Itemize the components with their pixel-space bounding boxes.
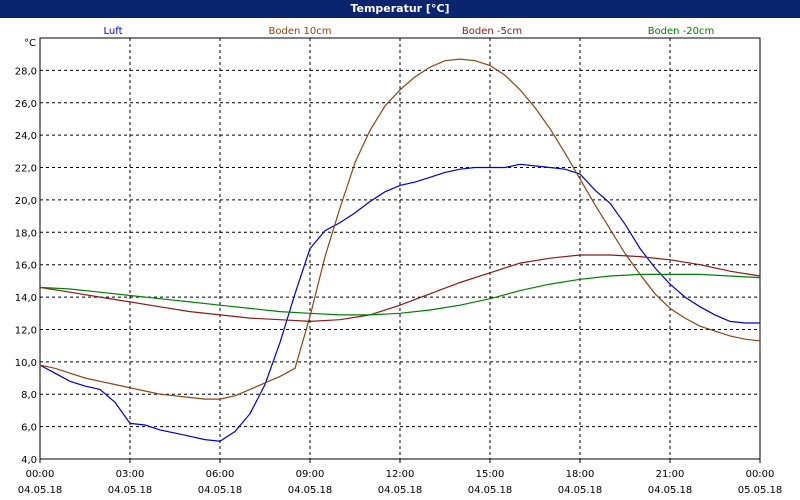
x-tick-date: 04.05.18 xyxy=(108,485,153,496)
legend-entry: Boden -20cm xyxy=(648,26,715,37)
grid-lines xyxy=(40,38,760,460)
y-tick-label: 18,0 xyxy=(15,228,37,239)
x-axis: 00:00 04.05.18 03:00 04.05.18 06:00 04.05.18 0… xyxy=(18,459,783,496)
y-tick-label: 12,0 xyxy=(15,325,37,336)
x-tick-time: 12:00 xyxy=(386,469,415,480)
x-tick-time: 00:00 xyxy=(746,469,775,480)
y-tick-label: 10,0 xyxy=(15,358,37,369)
y-tick-label: 28,0 xyxy=(15,66,37,77)
legend-entry: Luft xyxy=(104,26,123,37)
x-tick-date: 04.05.18 xyxy=(648,485,693,496)
x-tick-date: 04.05.18 xyxy=(288,485,333,496)
series-line-3 xyxy=(39,254,761,323)
x-tick-date: 04.05.18 xyxy=(468,485,513,496)
x-tick-date: 04.05.18 xyxy=(198,485,243,496)
y-axis: 28,0 26,0 24,0 22,0 20,0 18,0 16,0 14,0 12,0 10,0… xyxy=(15,66,37,466)
y-tick-label: 4,0 xyxy=(21,455,37,466)
x-tick-date: 04.05.18 xyxy=(558,485,603,496)
x-tick-date: 04.05.18 xyxy=(378,485,423,496)
series-line-1 xyxy=(39,163,760,442)
y-tick-label: 14,0 xyxy=(15,293,37,304)
y-tick-label: 26,0 xyxy=(15,99,37,110)
y-tick-label: 24,0 xyxy=(15,131,37,142)
y-tick-label: 6,0 xyxy=(21,423,37,434)
x-tick-time: 03:00 xyxy=(116,469,145,480)
x-tick-time: 18:00 xyxy=(566,469,595,480)
x-tick-time: 21:00 xyxy=(656,469,685,480)
x-tick-time: 09:00 xyxy=(296,469,325,480)
x-tick-date: 04.05.18 xyxy=(18,485,63,496)
series-line-4 xyxy=(39,273,761,316)
y-tick-label: 20,0 xyxy=(15,196,37,207)
x-tick-time: 15:00 xyxy=(476,469,505,480)
y-tick-label: 8,0 xyxy=(21,390,37,401)
series-lines xyxy=(39,58,761,442)
y-tick-label: 16,0 xyxy=(15,261,37,272)
legend: Luft Boden 10cm Boden -5cm Boden -20cm xyxy=(104,26,715,37)
x-tick-date: 05.05.18 xyxy=(738,485,783,496)
chart-title: Temperatur [°C] xyxy=(0,0,800,18)
x-tick-time: 06:00 xyxy=(206,469,235,480)
legend-entry: Boden 10cm xyxy=(269,26,332,37)
y-tick-label: 22,0 xyxy=(15,164,37,175)
x-tick-time: 00:00 xyxy=(26,469,55,480)
legend-entry: Boden -5cm xyxy=(462,26,522,37)
y-axis-label: °C xyxy=(24,38,36,49)
